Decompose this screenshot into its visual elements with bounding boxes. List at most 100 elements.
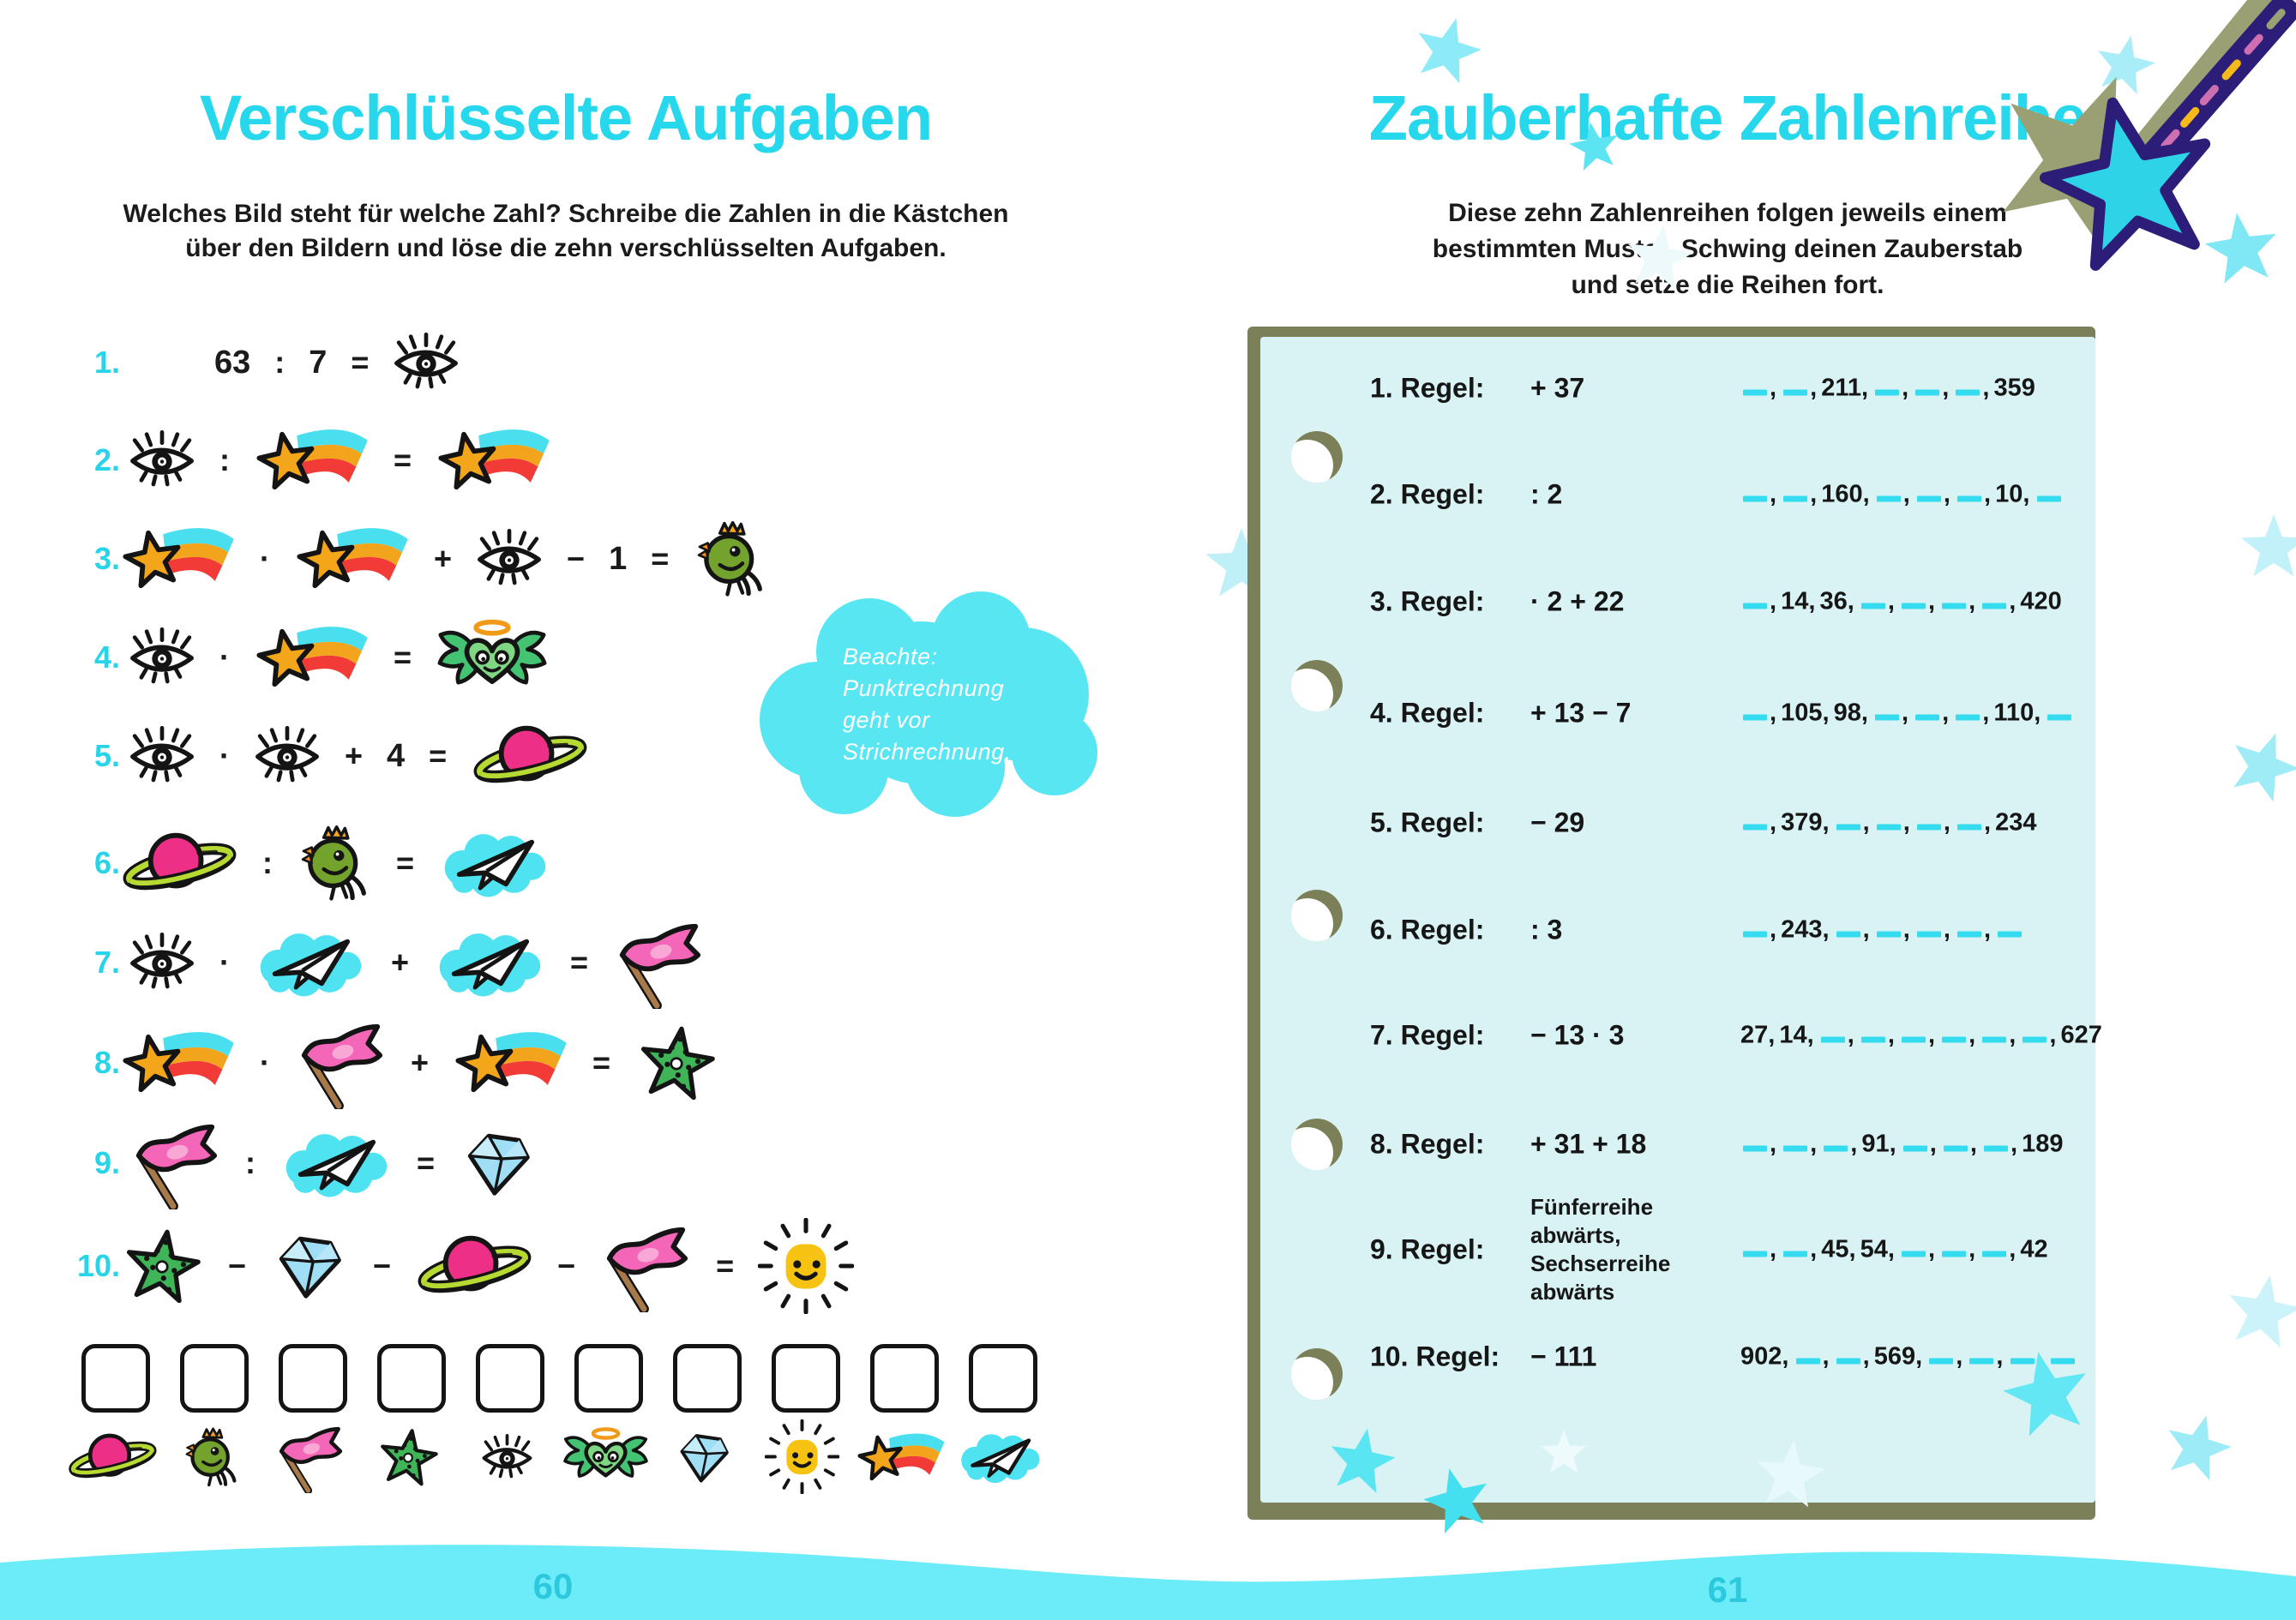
punch-hole xyxy=(1291,431,1343,483)
equation-operator: − xyxy=(373,1248,392,1283)
angel-heart-icon xyxy=(562,1425,650,1488)
sun-icon xyxy=(758,1218,854,1314)
equation-operator: − xyxy=(557,1248,576,1283)
sequence-number: 211 xyxy=(1821,374,1862,402)
equation-operator: − xyxy=(228,1248,247,1283)
rule-sequence: , 243, , , , , xyxy=(1740,916,2024,945)
sequence-blank xyxy=(1836,931,1860,938)
star-icon xyxy=(2229,1275,2296,1348)
equation-row: 5. · +4 = xyxy=(0,705,1183,807)
flag-icon xyxy=(273,1421,346,1493)
sequence-blank xyxy=(2036,495,2061,502)
sequence-number: 27 xyxy=(1740,1021,1769,1049)
eye-icon xyxy=(129,627,195,687)
sequence-blank xyxy=(1902,1036,1926,1043)
eye-icon xyxy=(129,430,195,490)
star-icon xyxy=(2241,514,2296,577)
sequence-blank xyxy=(1915,389,1940,396)
sequence-number: 359 xyxy=(1993,374,2035,402)
sequence-blank xyxy=(1743,389,1767,396)
rule-label: 3. Regel: xyxy=(1370,585,1485,617)
sequence-blank xyxy=(1969,1358,1994,1365)
equation-operator: : xyxy=(219,442,230,477)
star-icon xyxy=(1757,1440,1826,1508)
rule-text: + 31 + 18 xyxy=(1530,1128,1647,1160)
answer-box xyxy=(969,1344,1037,1413)
paper-plane-icon xyxy=(956,1425,1044,1488)
rule-sequence: , 379, , , , , 234 xyxy=(1740,809,2037,837)
equation-value: 63 xyxy=(214,344,251,381)
answer-box xyxy=(870,1344,939,1413)
equation-tokens: · +4 = xyxy=(129,714,589,798)
punch-hole xyxy=(1291,660,1343,711)
equation-tokens: · + = xyxy=(129,916,705,1009)
shooting-star-icon xyxy=(120,1022,236,1104)
punch-hole xyxy=(1291,1348,1343,1400)
star-icon xyxy=(1423,1468,1487,1534)
rule-text: : 3 xyxy=(1530,914,1563,945)
sequence-blank xyxy=(1942,603,1967,609)
starfish-icon xyxy=(376,1423,441,1491)
planet-icon xyxy=(120,821,238,905)
equation-tokens: · + −1 = xyxy=(120,518,768,600)
rule-text: − 13 · 3 xyxy=(1530,1019,1625,1051)
instruction-line: Diese zehn Zahlenreihen folgen jeweils e… xyxy=(1448,199,2007,227)
sequence-blank xyxy=(1836,824,1860,831)
sequence-blank xyxy=(1916,824,1941,831)
star-icon xyxy=(1418,18,1482,84)
rule-sequence: , , 45, 54, , , , 42 xyxy=(1740,1236,2048,1264)
sequence-number: 160 xyxy=(1821,480,1863,508)
sequence-blank xyxy=(1860,603,1885,609)
equation-number-label: 3. xyxy=(93,541,120,576)
equation-number-label: 5. xyxy=(93,738,120,773)
rule-label: 4. Regel: xyxy=(1370,697,1485,729)
sequence-number: 10 xyxy=(1995,480,2023,508)
shooting-star-icon xyxy=(254,616,370,699)
sequence-blank xyxy=(1915,714,1940,721)
star-icon xyxy=(2233,733,2296,802)
equation-operator: · xyxy=(219,945,230,980)
sequence-blank xyxy=(1743,714,1767,721)
sequence-number: 14 xyxy=(1781,587,1809,615)
eye-icon xyxy=(481,1434,533,1481)
rule-row: 9. Regel: Fünferreihe abwärts, Sechserreihe… xyxy=(1370,1194,2159,1305)
equation-number-label: 7. xyxy=(93,945,120,980)
answer-box xyxy=(279,1344,347,1413)
note-cloud xyxy=(760,591,1097,817)
rule-label: 9. Regel: xyxy=(1370,1233,1485,1265)
equation-operator: : xyxy=(274,345,285,380)
sequence-blank xyxy=(1743,824,1767,831)
equation-operator: = xyxy=(429,738,448,773)
answer-box xyxy=(180,1344,249,1413)
sequence-number: 569 xyxy=(1873,1342,1916,1371)
diamond-icon xyxy=(459,1127,538,1199)
equation-operator: : xyxy=(262,845,273,880)
sequence-blank xyxy=(1743,1145,1767,1152)
rule-label: 2. Regel: xyxy=(1370,478,1485,510)
sequence-blank xyxy=(1998,931,2023,938)
notepad-panel xyxy=(1260,337,2095,1503)
star-icon xyxy=(1569,122,1618,171)
star-icon xyxy=(1628,225,1693,290)
flag-icon xyxy=(612,916,705,1009)
flag-icon xyxy=(129,1117,221,1209)
page-number-right: 61 xyxy=(1707,1569,1748,1610)
note-line: Punktrechnung xyxy=(843,675,1005,701)
note-line: geht vor xyxy=(843,707,930,733)
equation-row: 8. · + = xyxy=(0,1011,1183,1114)
equation-operator: = xyxy=(394,639,412,675)
equation-number-label: 1. xyxy=(93,345,120,380)
shooting-star-icon xyxy=(254,419,370,501)
sequence-blank xyxy=(1824,1145,1848,1152)
sequence-blank xyxy=(1875,389,1900,396)
eye-icon xyxy=(129,726,195,786)
sequence-blank xyxy=(1743,931,1767,938)
sequence-blank xyxy=(1743,495,1767,502)
sequence-blank xyxy=(1982,603,2007,609)
sequence-number: 91 xyxy=(1861,1130,1890,1158)
sequence-blank xyxy=(2047,714,2072,721)
equation-tokens: : = xyxy=(129,419,551,501)
rule-sequence: , 14, 36, , , , , 420 xyxy=(1740,588,2062,616)
rule-sequence: , , 211, , , , 359 xyxy=(1740,375,2035,403)
